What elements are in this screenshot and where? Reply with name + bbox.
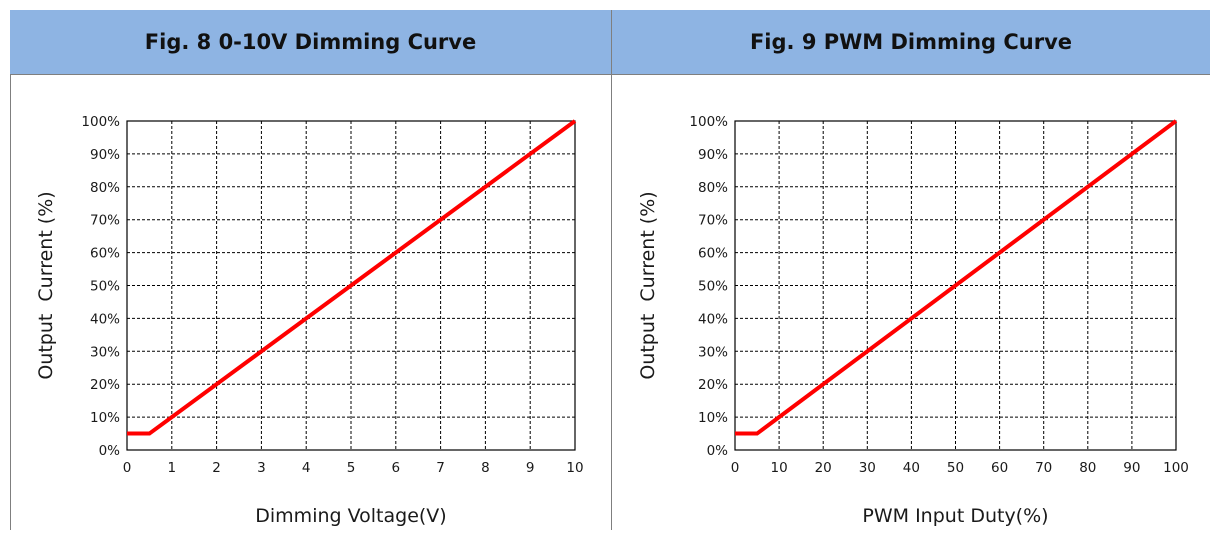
x-tick-label: 20 bbox=[815, 460, 832, 476]
x-tick-label: 50 bbox=[947, 460, 964, 476]
x-tick-label: 10 bbox=[566, 460, 583, 476]
y-tick-label: 60% bbox=[698, 246, 728, 262]
y-tick-label: 40% bbox=[698, 311, 728, 327]
x-tick-label: 2 bbox=[212, 460, 221, 476]
y-tick-label: 70% bbox=[698, 213, 728, 229]
y-tick-label: 70% bbox=[90, 213, 120, 229]
y-tick-label: 30% bbox=[698, 344, 728, 360]
y-tick-label: 100% bbox=[689, 114, 728, 130]
x-tick-label: 4 bbox=[302, 460, 311, 476]
x-tick-label: 5 bbox=[347, 460, 356, 476]
x-axis-title: PWM Input Duty(%) bbox=[862, 505, 1048, 527]
y-tick-label: 0% bbox=[99, 443, 121, 459]
dimming-curve-line bbox=[127, 119, 577, 436]
x-tick-label: 9 bbox=[526, 460, 535, 476]
x-tick-label: 60 bbox=[991, 460, 1008, 476]
x-tick-label: 0 bbox=[731, 460, 740, 476]
chart-pwm-dimming: 0% 10% 20% 30% 40% 50% 60% 70% 80% 90% 100% 0 10 20 30… bbox=[637, 114, 1189, 527]
dimming-panel-0-10v: Fig. 8 0-10V Dimming Curve 0% 10% 20% 30% 40… bbox=[10, 10, 611, 530]
x-tick-label: 70 bbox=[1035, 460, 1052, 476]
x-tick-label: 6 bbox=[392, 460, 401, 476]
y-tick-label: 20% bbox=[698, 377, 728, 393]
panel-title: Fig. 9 PWM Dimming Curve bbox=[612, 10, 1210, 75]
y-tick-label: 90% bbox=[90, 147, 120, 163]
dimming-panel-pwm: Fig. 9 PWM Dimming Curve 0% 10% 20% 30% 40% 5… bbox=[611, 10, 1210, 530]
x-tick-label: 80 bbox=[1079, 460, 1096, 476]
panel-title: Fig. 8 0-10V Dimming Curve bbox=[10, 10, 611, 75]
x-axis-title: Dimming Voltage(V) bbox=[255, 505, 446, 527]
x-tick-label: 3 bbox=[257, 460, 266, 476]
plot-border bbox=[126, 120, 576, 451]
x-tick-label: 10 bbox=[771, 460, 788, 476]
y-tick-label: 50% bbox=[698, 279, 728, 295]
y-axis-title: Output Current (%) bbox=[637, 191, 659, 379]
y-tick-label: 40% bbox=[90, 311, 120, 327]
y-tick-label: 100% bbox=[81, 114, 120, 130]
x-tick-label: 0 bbox=[123, 460, 132, 476]
x-tick-label: 40 bbox=[903, 460, 920, 476]
y-tick-label: 30% bbox=[90, 344, 120, 360]
x-tick-label: 100 bbox=[1163, 460, 1189, 476]
plot-border bbox=[734, 120, 1177, 451]
y-tick-label: 20% bbox=[90, 377, 120, 393]
y-tick-label: 10% bbox=[90, 410, 120, 426]
x-tick-label: 7 bbox=[436, 460, 445, 476]
x-tick-label: 30 bbox=[859, 460, 876, 476]
y-tick-label: 80% bbox=[698, 180, 728, 196]
y-tick-label: 50% bbox=[90, 279, 120, 295]
y-tick-label: 90% bbox=[698, 147, 728, 163]
x-tick-label: 90 bbox=[1123, 460, 1140, 476]
x-tick-label: 1 bbox=[168, 460, 177, 476]
chart-0-10v-dimming: 0% 10% 20% 30% 40% 50% 60% 70% 80% 90% 100% 0 1 2 3 4 5 6… bbox=[35, 114, 584, 527]
y-tick-label: 80% bbox=[90, 180, 120, 196]
x-tick-label: 8 bbox=[481, 460, 490, 476]
y-tick-label: 60% bbox=[90, 246, 120, 262]
y-tick-label: 10% bbox=[698, 410, 728, 426]
y-tick-label: 0% bbox=[707, 443, 729, 459]
dimming-curve-line bbox=[735, 119, 1178, 436]
y-axis-title: Output Current (%) bbox=[35, 191, 57, 379]
